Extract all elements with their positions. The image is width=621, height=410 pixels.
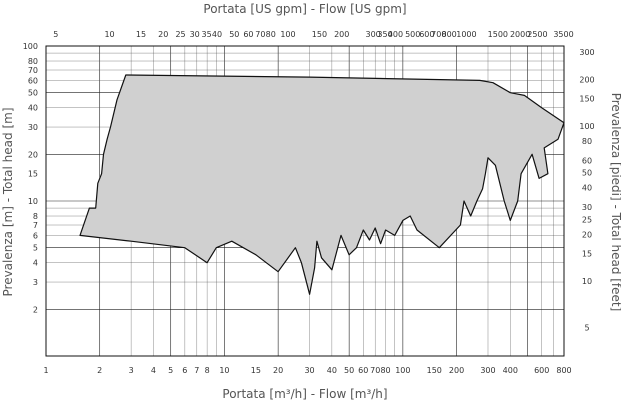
y-axis-title-right: Prevalenza [piedi] - Total head [feet] (609, 93, 621, 312)
x-tick-label: 600 (534, 366, 549, 375)
top-tick-label: 300 (365, 30, 380, 39)
right-tick-label: 15 (582, 250, 592, 259)
top-tick-label: 200 (334, 30, 349, 39)
right-tick-label: 25 (582, 215, 592, 224)
top-tick-label: 20 (158, 30, 168, 39)
top-tick-label: 800 (441, 30, 456, 39)
x-tick-label: 1 (43, 366, 48, 375)
right-tick-label: 60 (582, 156, 592, 165)
top-tick-label: 2500 (527, 30, 547, 39)
top-tick-label: 15 (136, 30, 146, 39)
top-tick-label: 25 (175, 30, 185, 39)
right-tick-label: 300 (579, 48, 594, 57)
x-tick-label: 30 (304, 366, 314, 375)
top-tick-label: 1000 (456, 30, 476, 39)
top-tick-label: 100 (280, 30, 295, 39)
y-tick-label: 60 (28, 76, 38, 85)
right-axis-ticks: 5 10 15 20 25 30 40 50 60 80 100 150 200 300 (579, 48, 594, 333)
x-tick-label: 60 (358, 366, 368, 375)
y-tick-label: 50 (28, 89, 38, 98)
top-tick-label: 1500 (488, 30, 508, 39)
x-tick-label: 800 (556, 366, 571, 375)
top-tick-label: 500 (405, 30, 420, 39)
x-tick-label: 6 (182, 366, 187, 375)
x-tick-label: 3 (129, 366, 134, 375)
top-tick-label: 3500 (553, 30, 573, 39)
right-tick-label: 100 (579, 122, 594, 131)
top-tick-label: 350 (377, 30, 392, 39)
top-tick-label: 600 (419, 30, 434, 39)
x-axis-title-bottom: Portata [m³/h] - Flow [m³/h] (222, 387, 387, 401)
y-axis-title-left: Prevalenza [m] - Total head [m] (1, 108, 15, 297)
operating-range-area (79, 74, 565, 295)
top-tick-label: 35 (202, 30, 212, 39)
top-axis-ticks: 5 10 15 20 25 30 35 40 50 60 70 80 100 150 200 30035040… (53, 30, 573, 39)
top-tick-label: 2000 (510, 30, 530, 39)
y-tick-label: 6 (33, 231, 38, 240)
x-tick-label: 5 (168, 366, 173, 375)
x-tick-label: 8 (205, 366, 210, 375)
x-tick-label: 70 (370, 366, 380, 375)
y-tick-label: 8 (33, 212, 38, 221)
y-tick-label: 70 (28, 66, 38, 75)
right-tick-label: 50 (582, 169, 592, 178)
x-tick-label: 4 (151, 366, 156, 375)
x-tick-label: 10 (219, 366, 229, 375)
x-tick-label: 80 (380, 366, 390, 375)
y-tick-label: 15 (28, 170, 38, 179)
y-tick-label: 100 (23, 42, 38, 51)
right-tick-label: 80 (582, 137, 592, 146)
x-tick-label: 15 (251, 366, 261, 375)
x-tick-label: 40 (327, 366, 337, 375)
top-tick-label: 150 (312, 30, 327, 39)
y-tick-label: 40 (28, 104, 38, 113)
top-tick-label: 5 (53, 30, 58, 39)
top-tick-label: 70 (255, 30, 265, 39)
top-tick-label: 30 (190, 30, 200, 39)
top-tick-label: 60 (243, 30, 253, 39)
y-tick-label: 7 (33, 221, 38, 230)
right-tick-label: 30 (582, 203, 592, 212)
chart-area-layer (79, 74, 565, 295)
x-axis-title-top: Portata [US gpm] - Flow [US gpm] (203, 2, 406, 16)
top-tick-label: 40 (212, 30, 222, 39)
top-tick-label: 80 (266, 30, 276, 39)
y-tick-label: 80 (28, 57, 38, 66)
x-tick-label: 150 (427, 366, 442, 375)
y-tick-label: 20 (28, 150, 38, 159)
right-tick-label: 200 (579, 75, 594, 84)
x-tick-label: 300 (480, 366, 495, 375)
right-tick-label: 5 (584, 324, 589, 333)
plot-frame (45, 45, 565, 357)
y-tick-label: 2 (33, 305, 38, 314)
right-tick-label: 20 (582, 230, 592, 239)
top-tick-label: 10 (104, 30, 114, 39)
x-tick-label: 2 (97, 366, 102, 375)
y-tick-label: 4 (33, 259, 38, 268)
x-tick-label: 50 (344, 366, 354, 375)
x-tick-label: 400 (503, 366, 518, 375)
y-tick-label: 5 (33, 244, 38, 253)
top-tick-label: 700 (431, 30, 446, 39)
y-tick-label: 10 (28, 197, 38, 206)
right-tick-label: 40 (582, 184, 592, 193)
top-tick-label: 50 (229, 30, 239, 39)
right-tick-label: 10 (582, 277, 592, 286)
x-tick-label: 20 (273, 366, 283, 375)
y-tick-label: 3 (33, 278, 38, 287)
top-tick-label: 400 (388, 30, 403, 39)
x-tick-label: 100 (395, 366, 410, 375)
bottom-axis-ticks: 1 2 3 4 5 6 7 8 10 15 20 30 40 50 60 70 80 100 150 200 300 40… (43, 366, 571, 375)
x-tick-label: 7 (194, 366, 199, 375)
x-tick-label: 200 (449, 366, 464, 375)
y-tick-label: 30 (28, 123, 38, 132)
right-tick-label: 150 (579, 95, 594, 104)
